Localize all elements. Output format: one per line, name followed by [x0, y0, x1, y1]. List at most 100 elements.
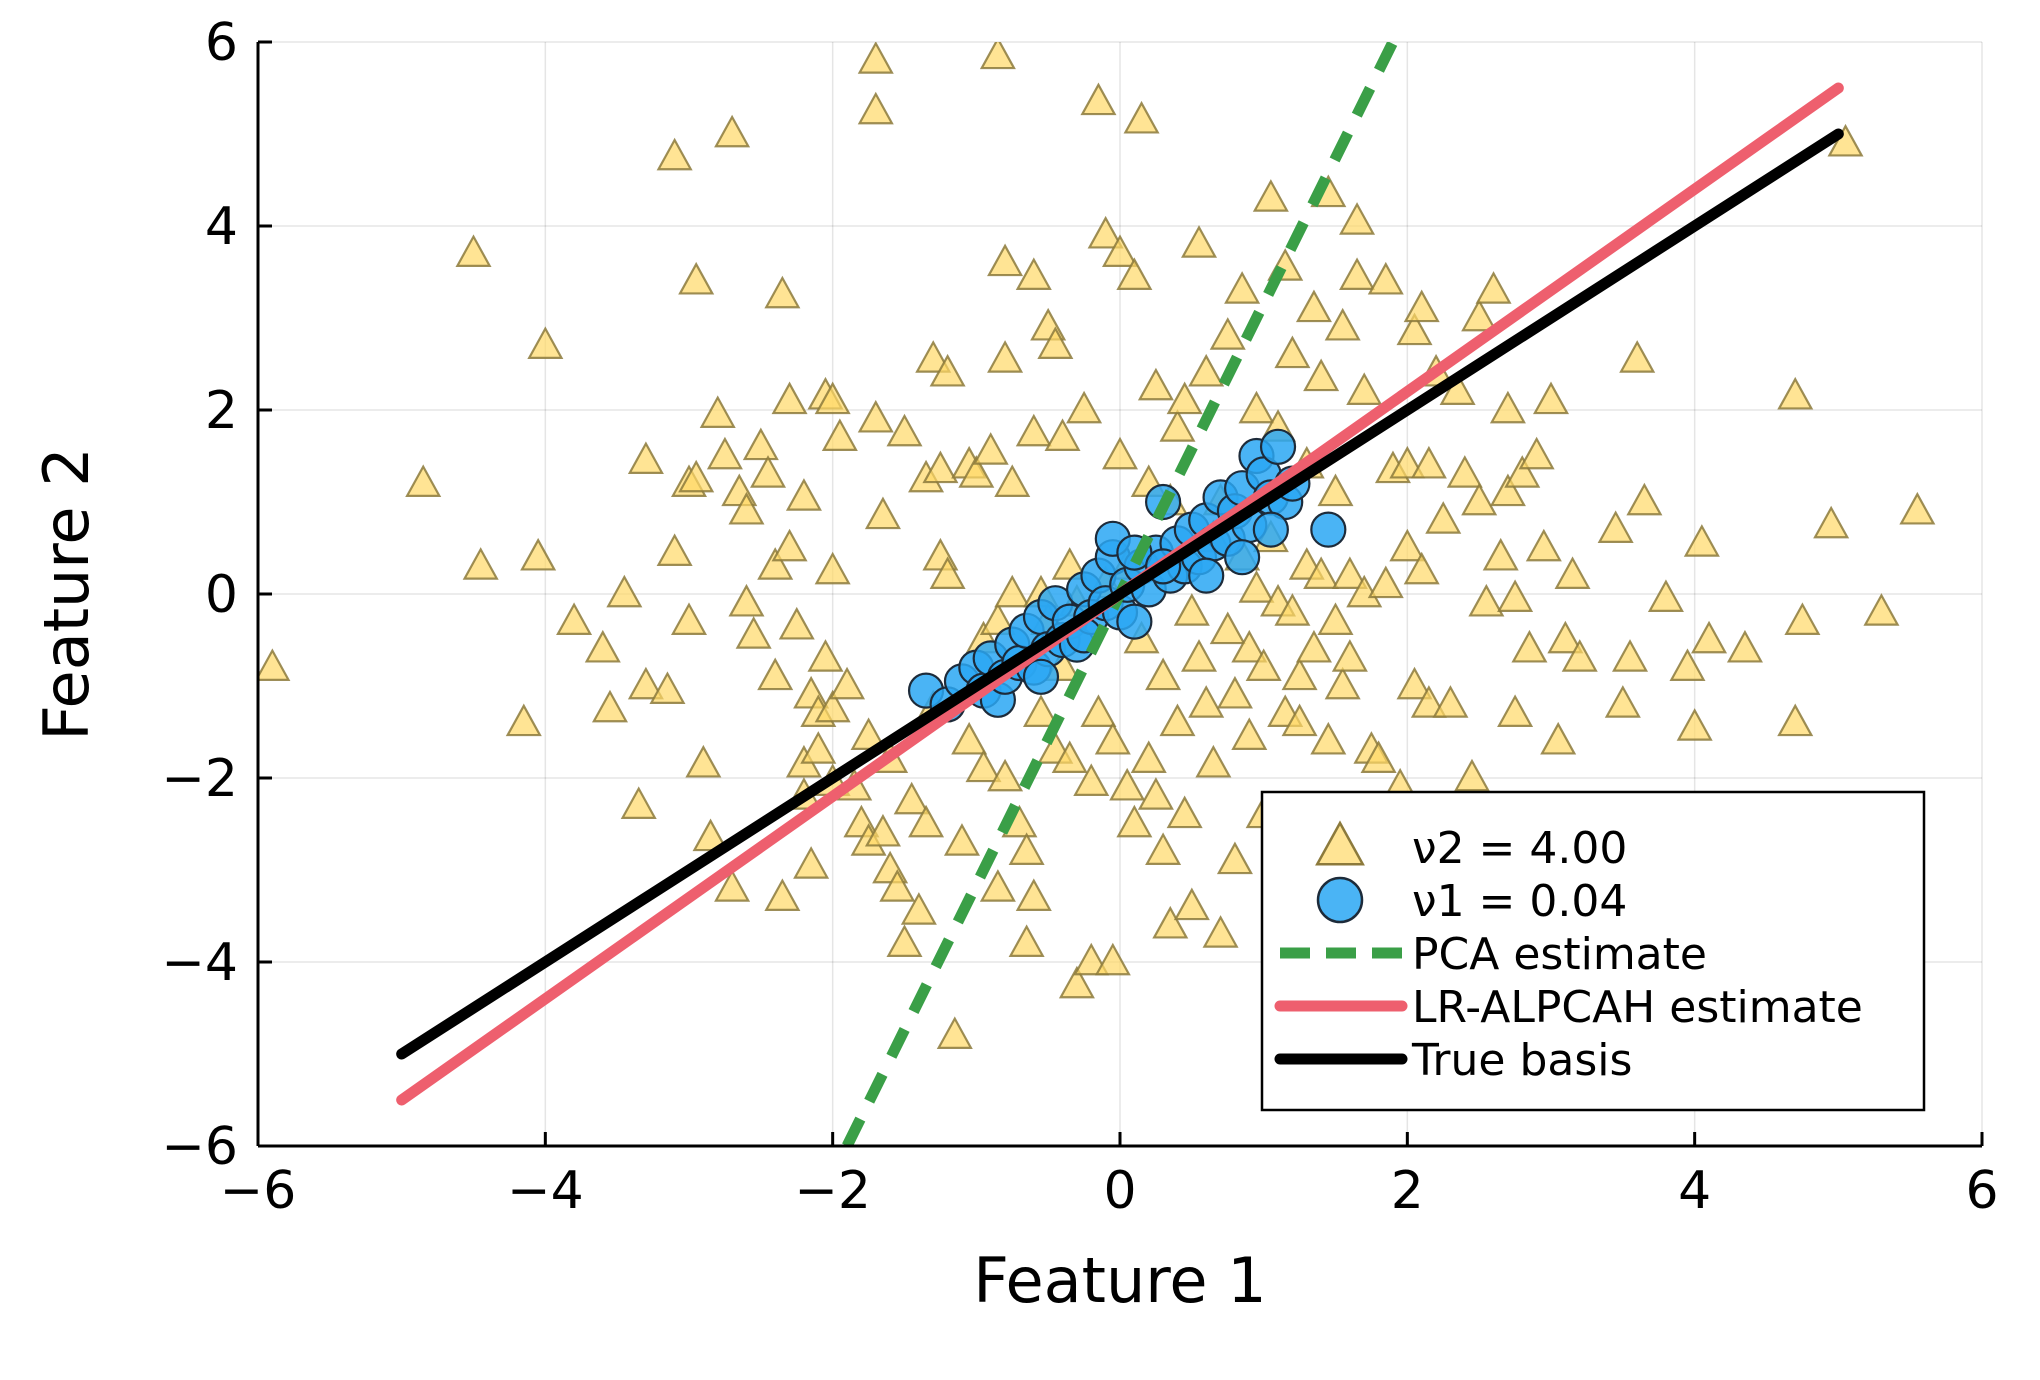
triangle-point [1561, 639, 1598, 672]
triangle-point [1777, 376, 1814, 410]
triangle-point [1367, 565, 1404, 599]
triangle-point [1137, 367, 1174, 401]
triangle-point [1116, 804, 1153, 838]
triangle-point [520, 537, 557, 571]
triangle-point [1073, 942, 1110, 976]
triangle-point [1597, 510, 1634, 543]
triangle-point [929, 556, 966, 589]
triangle-point [620, 786, 657, 819]
triangle-point [979, 869, 1016, 902]
triangle-point [785, 478, 822, 511]
triangle-point [1195, 744, 1232, 778]
lines-layer [396, 42, 1844, 1146]
triangle-point [1231, 717, 1268, 750]
y-tick-label: −2 [161, 749, 238, 809]
triangle-point [750, 455, 787, 488]
triangle-point [405, 464, 442, 497]
triangle-point [1784, 602, 1821, 635]
circle-point [1310, 511, 1347, 548]
triangle-point [1130, 740, 1167, 773]
triangle-point [922, 450, 959, 484]
triangle-point [1339, 257, 1376, 290]
circle-point [1116, 603, 1153, 640]
triangle-point [1525, 528, 1562, 562]
triangle-point [1410, 685, 1447, 718]
triangle-point [879, 869, 916, 902]
triangle-point [1410, 445, 1447, 479]
triangle-point [1532, 381, 1570, 415]
triangle-point [1777, 703, 1814, 737]
x-axis-title: Feature 1 [973, 1244, 1266, 1317]
triangle-point [1547, 620, 1584, 654]
triangle-point [1094, 721, 1131, 755]
triangle-point [958, 455, 995, 488]
triangle-point [1669, 648, 1706, 681]
triangle-point [864, 813, 901, 847]
triangle-point [764, 878, 801, 911]
legend-label: ν1 = 0.04 [1412, 876, 1627, 927]
triangle-point [915, 340, 952, 373]
triangle-point [1238, 390, 1275, 424]
triangle-point [527, 326, 564, 359]
triangle-point [757, 547, 794, 580]
triangle-point [814, 551, 851, 585]
triangle-point [1511, 629, 1548, 663]
triangle-point [1324, 666, 1361, 700]
triangle-point [1339, 202, 1376, 235]
triangle-point [1899, 491, 1936, 525]
triangle-point [678, 459, 715, 493]
legend-triangle-marker [1315, 820, 1365, 866]
triangle-point [1317, 473, 1354, 507]
triangle-point [728, 583, 765, 617]
triangle-point [1252, 179, 1289, 212]
triangle-point [886, 413, 923, 447]
triangle-point [1173, 593, 1210, 626]
triangle-point [1109, 767, 1146, 801]
triangle-point [627, 666, 664, 700]
triangle-point [258, 648, 291, 681]
triangle-point [556, 602, 593, 635]
triangle-point [1676, 708, 1713, 741]
x-tick-label: 6 [1965, 1161, 1998, 1221]
triangle-point [1475, 271, 1512, 304]
triangle-point [1087, 215, 1124, 249]
triangle-point [1066, 390, 1103, 424]
triangle-point [1691, 620, 1728, 654]
triangle-point [857, 91, 894, 125]
x-tick-label: −4 [507, 1161, 584, 1221]
triangle-point [714, 114, 751, 148]
triangle-point [1245, 648, 1282, 681]
triangle-point [1626, 482, 1663, 516]
triangle-point [979, 42, 1016, 70]
x-tick-label: 0 [1103, 1161, 1136, 1221]
triangle-point [1145, 657, 1182, 691]
triangle-point [1123, 100, 1160, 134]
triangle-point [821, 418, 858, 451]
triangle-point [1159, 409, 1196, 442]
triangle-point [1489, 390, 1526, 424]
triangle-point [864, 496, 901, 530]
circle-point [1259, 428, 1297, 465]
triangle-point [1331, 556, 1368, 589]
ticks: −6 −4 −2 0 2 4 6 −6 −4 −2 0 2 4 6 [161, 13, 1998, 1221]
triangle-point [987, 243, 1024, 277]
triangle-point [1461, 482, 1498, 516]
triangle-point [1425, 501, 1462, 534]
triangle-point [908, 804, 945, 838]
triangle-point [929, 353, 966, 387]
triangle-point [1403, 289, 1440, 323]
x-tick-label: −6 [220, 1161, 297, 1221]
y-tick-label: −6 [161, 1117, 238, 1177]
circle-point [1224, 539, 1261, 576]
triangle-point [584, 629, 621, 663]
triangle-point [1051, 740, 1088, 773]
triangle-point [987, 758, 1024, 792]
triangle-point [742, 427, 779, 461]
triangle-point [455, 234, 492, 267]
triangle-point [1137, 777, 1174, 810]
triangle-point [1863, 593, 1900, 626]
triangle-point [1497, 579, 1534, 612]
triangle-point [1453, 758, 1490, 792]
y-tick-label: 0 [205, 565, 238, 625]
triangle-point [1224, 271, 1261, 304]
